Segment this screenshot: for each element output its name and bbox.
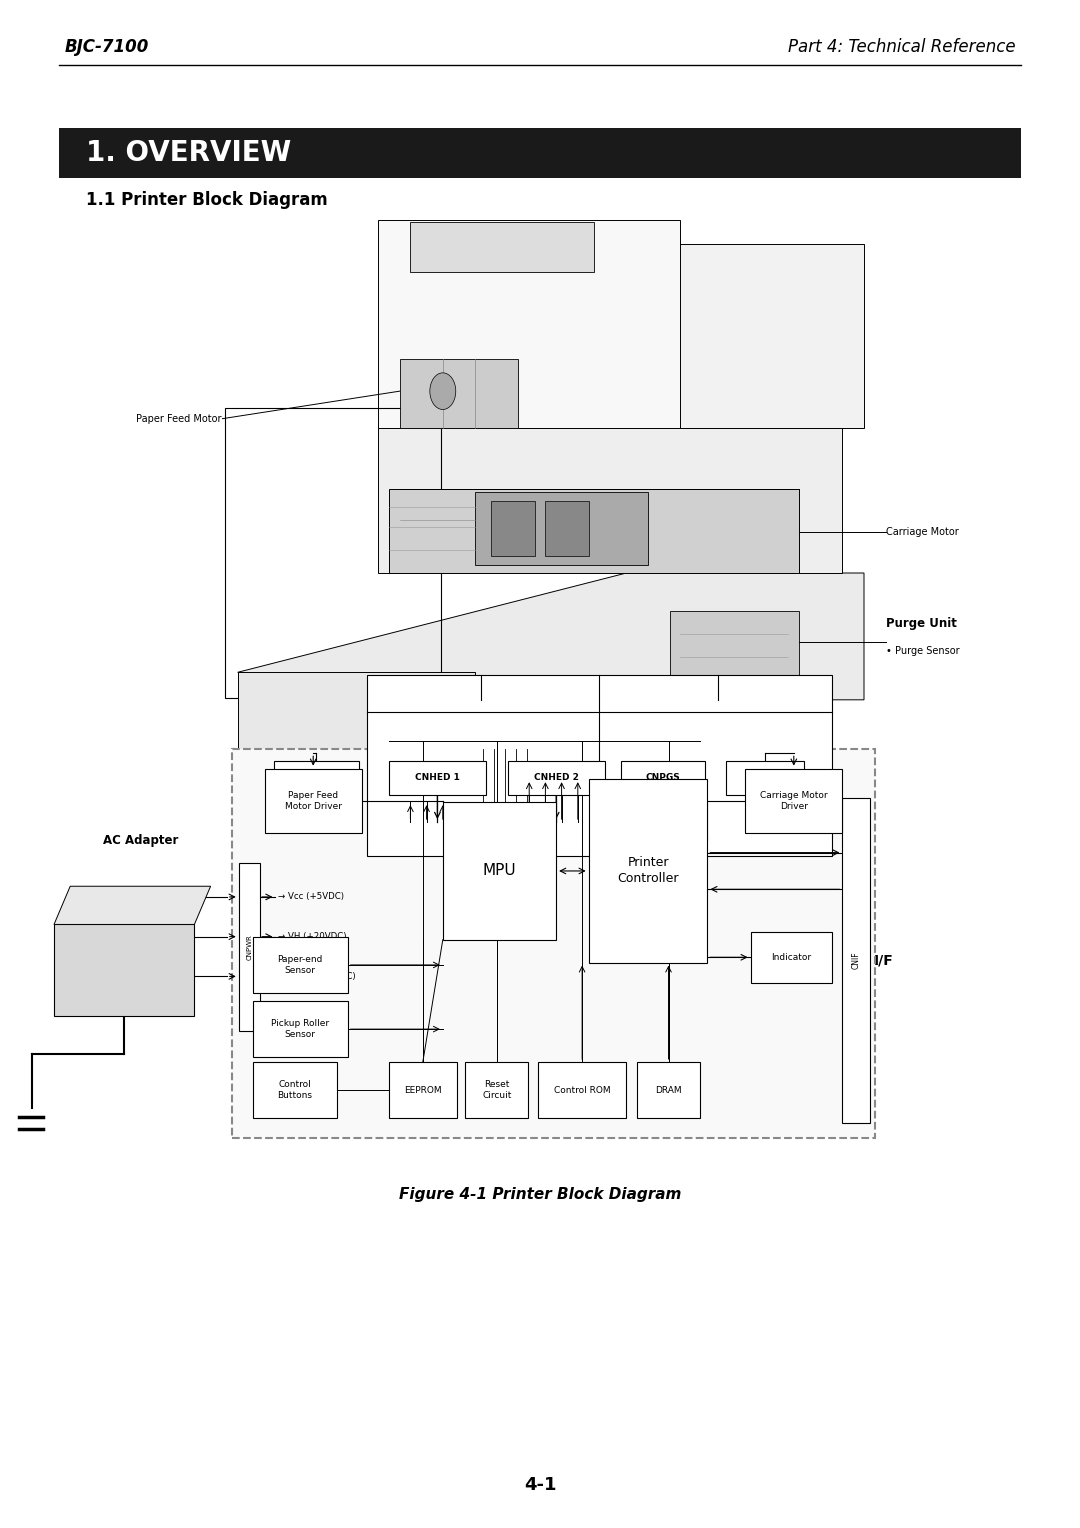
Text: Carriage Motor: Carriage Motor — [886, 527, 958, 536]
Bar — [59, 128, 1021, 177]
Text: Control
Buttons: Control Buttons — [278, 1080, 312, 1100]
Text: EEPROM: EEPROM — [404, 1086, 442, 1094]
Bar — [367, 675, 832, 856]
Text: Paper Feed
Motor Driver: Paper Feed Motor Driver — [285, 790, 341, 811]
Bar — [389, 761, 486, 795]
Polygon shape — [238, 672, 475, 779]
Polygon shape — [410, 222, 594, 272]
Text: → Vcc (+5VDC): → Vcc (+5VDC) — [278, 892, 343, 902]
Bar — [637, 1062, 700, 1118]
Text: CNHED 2: CNHED 2 — [534, 773, 579, 782]
Bar — [842, 798, 870, 1123]
Bar — [621, 761, 705, 795]
Text: 4-1: 4-1 — [524, 1476, 556, 1494]
Text: Control ROM: Control ROM — [554, 1086, 610, 1094]
Text: MPU: MPU — [483, 863, 516, 879]
Polygon shape — [238, 573, 864, 700]
Text: BJC-7100: BJC-7100 — [65, 38, 149, 55]
Bar — [253, 1001, 348, 1057]
Text: CNCR: CNCR — [751, 773, 779, 782]
Bar — [508, 761, 605, 795]
Text: 1.1 Printer Block Diagram: 1.1 Printer Block Diagram — [86, 191, 328, 209]
Polygon shape — [238, 779, 562, 851]
Text: I/F: I/F — [874, 953, 893, 967]
Text: Carriage (left): Carriage (left) — [436, 689, 525, 698]
Text: CNPWR: CNPWR — [246, 935, 253, 960]
Polygon shape — [475, 492, 648, 565]
Text: Carriage Motor
Driver: Carriage Motor Driver — [760, 790, 827, 811]
Text: • Color/Photo
  BJ Cartridge: • Color/Photo BJ Cartridge — [608, 729, 672, 750]
Text: CNIF: CNIF — [852, 952, 861, 969]
Polygon shape — [400, 359, 518, 428]
Polygon shape — [670, 611, 799, 700]
Text: → VM (+27.6VDC): → VM (+27.6VDC) — [278, 972, 355, 981]
Bar — [239, 863, 260, 1031]
Bar — [253, 1062, 337, 1118]
Bar — [538, 1062, 626, 1118]
Text: Part 4: Technical Reference: Part 4: Technical Reference — [787, 38, 1015, 55]
Text: • Black
  BJ Cartridge: • Black BJ Cartridge — [380, 729, 443, 750]
Text: • Purge Sensor: • Purge Sensor — [886, 646, 959, 656]
Text: Printer
Controller: Printer Controller — [618, 857, 678, 885]
Text: 1. OVERVIEW: 1. OVERVIEW — [86, 139, 292, 167]
Bar — [589, 779, 707, 963]
Text: CNLF: CNLF — [303, 773, 329, 782]
Bar — [751, 932, 832, 983]
Polygon shape — [491, 501, 535, 556]
Text: CNPGS: CNPGS — [646, 773, 680, 782]
Polygon shape — [545, 501, 589, 556]
Text: Pickup Roller
Sensor: Pickup Roller Sensor — [271, 1019, 329, 1039]
Text: Paper Feed Motor: Paper Feed Motor — [136, 414, 221, 423]
Polygon shape — [540, 244, 864, 428]
Text: Indicator: Indicator — [771, 953, 811, 961]
Polygon shape — [54, 886, 211, 924]
Bar — [54, 924, 194, 1016]
Text: Reset
Circuit: Reset Circuit — [482, 1080, 512, 1100]
Text: Paper-end
Sensor: Paper-end Sensor — [278, 955, 323, 975]
Text: CNHED 1: CNHED 1 — [415, 773, 460, 782]
Text: Figure 4-1 Printer Block Diagram: Figure 4-1 Printer Block Diagram — [399, 1187, 681, 1203]
Text: Carriage (right): Carriage (right) — [670, 689, 767, 698]
Polygon shape — [389, 489, 799, 573]
Text: → VH (+20VDC): → VH (+20VDC) — [278, 932, 346, 941]
Text: • Home Position
  Sensor: • Home Position Sensor — [380, 785, 457, 807]
Bar — [225, 408, 441, 698]
Polygon shape — [378, 428, 842, 573]
Bar — [745, 769, 842, 833]
Text: Purge Unit: Purge Unit — [886, 617, 957, 630]
Bar — [465, 1062, 528, 1118]
Circle shape — [430, 373, 456, 410]
Bar — [726, 761, 804, 795]
Bar — [253, 937, 348, 993]
Bar — [274, 761, 359, 795]
Text: AC Adapter: AC Adapter — [103, 834, 178, 847]
Bar — [265, 769, 362, 833]
Bar — [389, 1062, 457, 1118]
Text: • Ink-out Detection
  Circuit: • Ink-out Detection Circuit — [608, 785, 699, 807]
Polygon shape — [378, 220, 680, 428]
Text: DRAM: DRAM — [656, 1086, 681, 1094]
Bar — [443, 802, 556, 940]
Bar — [232, 749, 875, 1138]
